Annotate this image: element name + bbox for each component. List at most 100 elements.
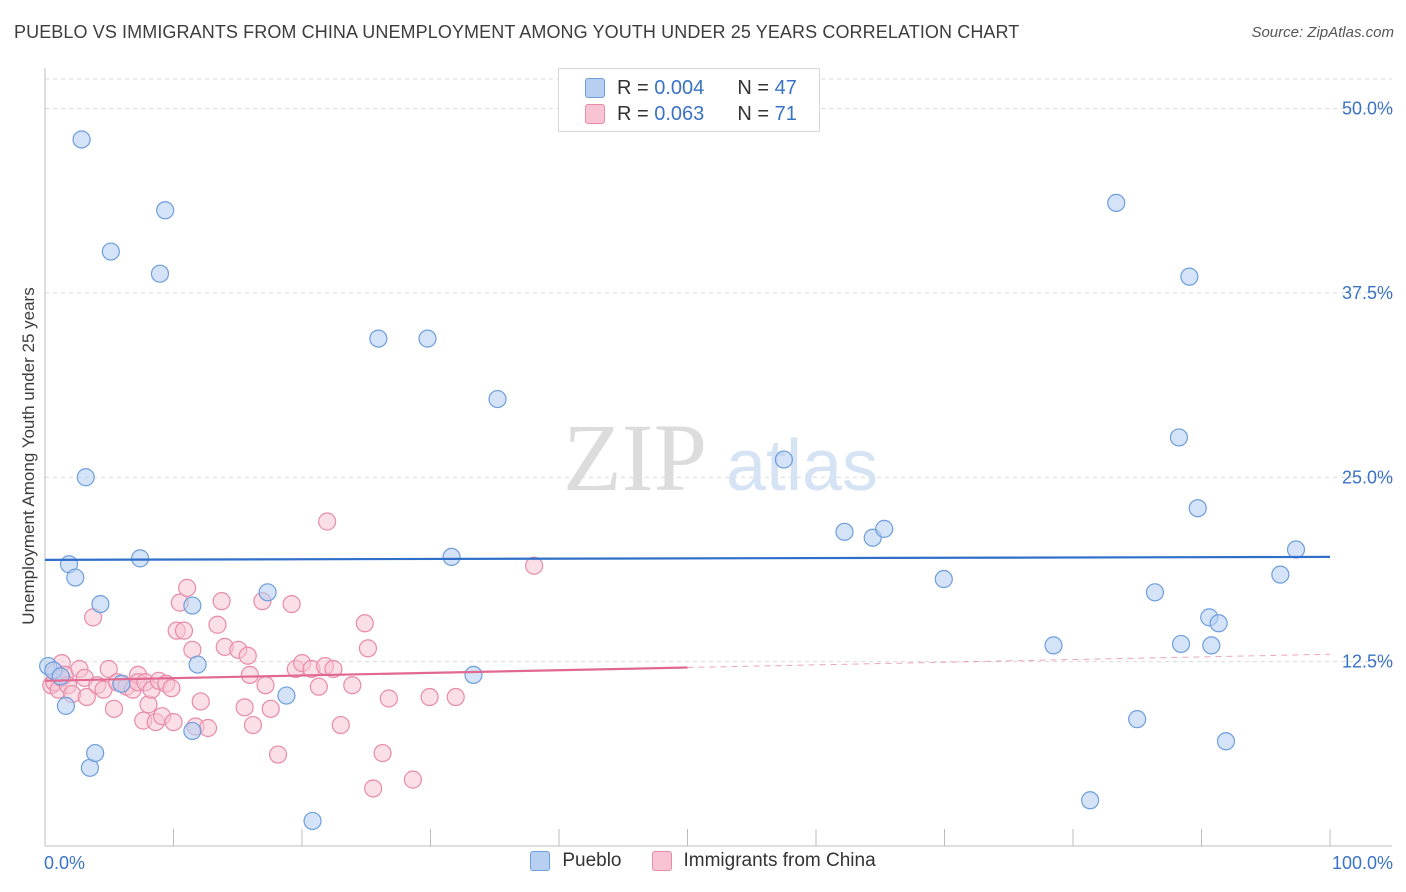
axes: [44, 68, 1392, 847]
china-point: [324, 659, 343, 679]
china-point: [373, 743, 392, 763]
x-tick-label: 0.0%: [44, 853, 85, 873]
china-point: [358, 639, 378, 658]
pueblo-r-label: R =: [617, 76, 649, 99]
china-legend-label: Immigrants from China: [683, 850, 876, 871]
china-point: [198, 718, 218, 738]
pueblo-points: [39, 130, 1306, 831]
pueblo-point: [1044, 636, 1063, 655]
pueblo-point: [1271, 565, 1290, 584]
legend-item-pueblo[interactable]: Pueblo: [530, 850, 622, 872]
china-point: [178, 578, 197, 597]
pueblo-point: [1107, 193, 1126, 212]
china-point: [318, 512, 337, 531]
pueblo-legend-swatch: [530, 851, 551, 871]
pueblo-legend-label: Pueblo: [562, 850, 622, 871]
trend-lines: [44, 555, 1331, 682]
china-r-label: R =: [617, 102, 649, 125]
pueblo-point: [188, 655, 207, 674]
china-point: [268, 745, 288, 764]
china-n-label: N =: [737, 102, 770, 125]
pueblo-swatch: [585, 78, 605, 98]
y-axis-label: Unemployment Among Youth under 25 years: [19, 287, 38, 624]
china-swatch: [585, 104, 605, 124]
pueblo-point: [101, 242, 120, 261]
china-point: [208, 615, 227, 634]
pueblo-point: [277, 686, 296, 705]
china-point: [99, 659, 118, 679]
pueblo-point: [1209, 614, 1228, 633]
china-point: [331, 715, 350, 735]
pueblo-point: [1180, 267, 1199, 286]
china-point: [191, 692, 210, 711]
pueblo-point: [464, 665, 483, 685]
pueblo-point: [442, 547, 461, 567]
pueblo-point: [1286, 540, 1306, 559]
china-point: [256, 676, 275, 695]
china-points: [42, 512, 544, 798]
pueblo-point: [72, 130, 91, 149]
china-point: [238, 646, 257, 665]
china-trend-line: [687, 653, 1331, 669]
pueblo-r-value: 0.004: [654, 76, 705, 99]
legend-row-pueblo: R = 0.004 N = 47: [585, 75, 797, 101]
pueblo-point: [1216, 732, 1236, 751]
pueblo-point: [183, 721, 202, 741]
pueblo-point: [131, 549, 150, 568]
pueblo-point: [418, 329, 437, 348]
grid-lines: [45, 78, 1392, 663]
china-point: [355, 614, 374, 633]
source-label: Source: ZipAtlas.com: [1251, 24, 1394, 41]
chart-title: PUEBLO VS IMMIGRANTS FROM CHINA UNEMPLOY…: [14, 22, 1020, 42]
pueblo-n-label: N =: [737, 76, 770, 99]
pueblo-point: [1128, 710, 1147, 729]
china-point: [139, 695, 158, 714]
pueblo-point: [488, 389, 507, 409]
china-point: [420, 687, 439, 707]
tick-labels: 12.5% 25.0% 37.5% 50.0% 0.0% 100.0%: [44, 99, 1393, 874]
pueblo-point: [183, 596, 202, 615]
china-legend-swatch: [651, 851, 672, 871]
pueblo-point: [91, 594, 110, 614]
pueblo-point: [1202, 636, 1221, 655]
china-point: [240, 665, 259, 685]
pueblo-point: [875, 519, 894, 538]
china-point: [446, 687, 465, 707]
pueblo-point: [1169, 428, 1189, 447]
pueblo-n-value: 47: [774, 76, 797, 99]
china-point: [261, 699, 280, 718]
pueblo-point: [150, 264, 170, 283]
legend-item-china[interactable]: Immigrants from China: [651, 850, 876, 872]
pueblo-point: [1081, 791, 1100, 810]
y-tick-label: 12.5%: [1342, 652, 1393, 672]
y-tick-label: 25.0%: [1342, 467, 1393, 487]
china-point: [235, 698, 254, 717]
pueblo-point: [258, 583, 277, 602]
china-point: [403, 770, 422, 789]
pueblo-point: [934, 569, 953, 589]
pueblo-point: [56, 696, 76, 715]
pueblo-point: [86, 743, 105, 763]
watermark-atlas: atlas: [726, 426, 878, 506]
x-tick-label: 100.0%: [1332, 853, 1393, 873]
pueblo-point: [51, 667, 70, 686]
china-n-value: 71: [774, 102, 797, 125]
china-point: [282, 594, 301, 614]
pueblo-point: [303, 811, 322, 831]
china-trend-line: [44, 666, 688, 682]
stats-legend: R = 0.004 N = 47 R = 0.063 N = 71: [558, 68, 820, 132]
china-point: [77, 687, 96, 707]
pueblo-trend-line: [44, 555, 1331, 561]
pueblo-point: [76, 468, 95, 487]
china-r-value: 0.063: [654, 102, 705, 125]
pueblo-point: [112, 674, 131, 693]
pueblo-point: [1188, 499, 1207, 518]
pueblo-point: [1171, 634, 1191, 654]
pueblo-point: [156, 201, 175, 220]
china-point: [309, 677, 328, 696]
china-point: [243, 715, 263, 735]
china-point: [162, 679, 181, 698]
china-point: [164, 712, 183, 732]
pueblo-point: [66, 568, 85, 587]
